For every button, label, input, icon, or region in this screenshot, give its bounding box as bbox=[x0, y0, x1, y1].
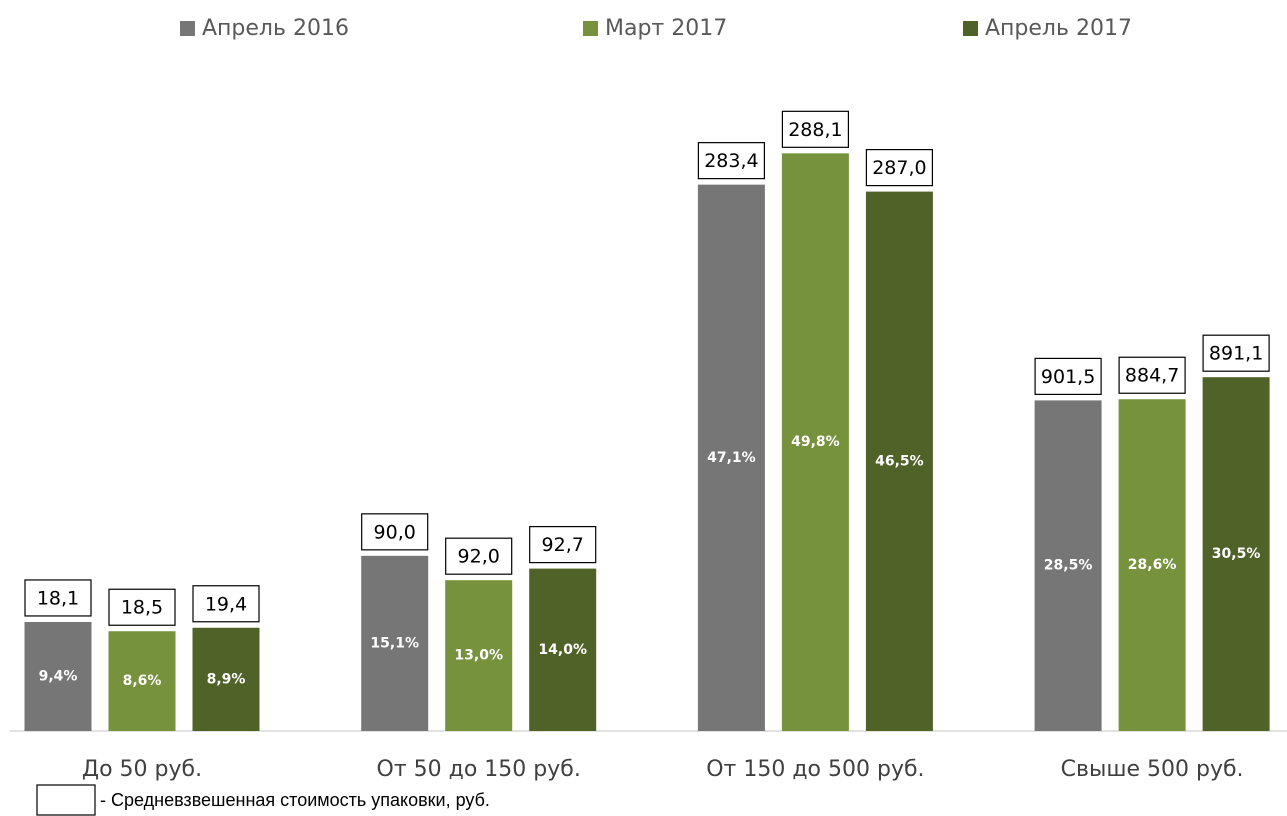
value-label: 46,5% bbox=[875, 453, 924, 469]
price-label: 884,7 bbox=[1125, 365, 1179, 387]
price-box bbox=[108, 588, 176, 626]
price-label: 283,4 bbox=[704, 150, 758, 172]
price-label: 901,5 bbox=[1041, 366, 1095, 388]
x-tick-label: До 50 руб. bbox=[82, 757, 202, 782]
x-tick-label: От 150 до 500 руб. bbox=[706, 757, 924, 782]
value-label: 30,5% bbox=[1212, 546, 1261, 562]
legend-swatch bbox=[963, 21, 978, 36]
note: - Средневзвешенная стоимость упаковки, р… bbox=[100, 790, 490, 810]
price-box bbox=[697, 142, 766, 180]
bar bbox=[1202, 377, 1270, 731]
x-tick-label: От 50 до 150 руб. bbox=[377, 757, 581, 782]
value-label: 13,0% bbox=[454, 648, 503, 664]
legend-label: Апрель 2017 bbox=[985, 16, 1132, 41]
legend-swatch bbox=[180, 21, 195, 36]
value-label: 8,9% bbox=[207, 671, 246, 687]
price-box bbox=[781, 110, 850, 148]
bar bbox=[108, 631, 176, 731]
price-label: 90,0 bbox=[374, 521, 416, 543]
legend-swatch bbox=[583, 21, 598, 36]
price-box bbox=[865, 149, 934, 187]
value-label: 47,1% bbox=[707, 450, 756, 466]
price-box bbox=[24, 579, 92, 617]
value-label: 49,8% bbox=[791, 434, 840, 450]
legend-label: Март 2017 bbox=[605, 16, 727, 41]
price-label: 891,1 bbox=[1209, 343, 1263, 365]
price-box bbox=[529, 525, 597, 564]
bar bbox=[361, 555, 429, 731]
value-label: 28,5% bbox=[1044, 558, 1093, 574]
bar bbox=[445, 580, 513, 731]
legend-label: Апрель 2016 bbox=[202, 16, 349, 41]
price-box bbox=[361, 513, 429, 551]
price-box bbox=[1202, 334, 1270, 372]
price-label: 92,0 bbox=[458, 546, 500, 568]
price-label: 287,0 bbox=[872, 157, 926, 179]
bar bbox=[1118, 399, 1186, 731]
bar bbox=[24, 621, 92, 731]
price-box bbox=[1118, 356, 1186, 394]
value-label: 8,6% bbox=[123, 673, 162, 689]
price-box bbox=[445, 537, 513, 575]
bar bbox=[529, 568, 597, 731]
bar bbox=[781, 153, 849, 731]
bar bbox=[192, 627, 260, 731]
price-label: 18,1 bbox=[37, 587, 79, 609]
bar bbox=[697, 184, 765, 731]
price-label: 288,1 bbox=[788, 119, 842, 141]
note-box bbox=[36, 784, 96, 816]
price-label: 19,4 bbox=[205, 593, 247, 615]
price-box bbox=[192, 585, 260, 623]
bar bbox=[865, 191, 933, 732]
price-label: 18,5 bbox=[121, 597, 163, 619]
value-label: 14,0% bbox=[538, 642, 587, 658]
value-label: 9,4% bbox=[39, 668, 78, 684]
value-label: 15,1% bbox=[370, 635, 419, 651]
bar bbox=[1034, 400, 1102, 731]
price-box bbox=[1034, 357, 1102, 395]
value-label: 28,6% bbox=[1128, 557, 1177, 573]
x-tick-label: Свыше 500 руб. bbox=[1061, 757, 1244, 782]
price-label: 92,7 bbox=[542, 534, 584, 556]
